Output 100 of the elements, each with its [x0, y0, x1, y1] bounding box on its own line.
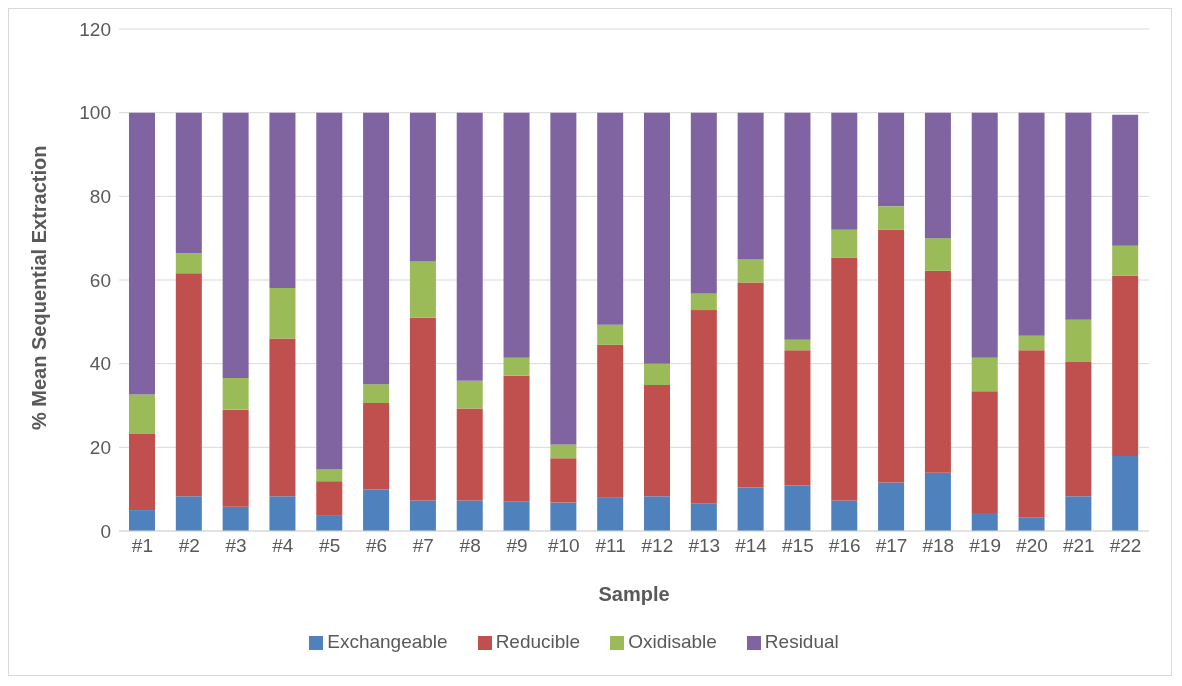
bar — [644, 363, 670, 385]
bar — [1065, 112, 1092, 320]
bar — [1112, 456, 1139, 531]
bar — [1112, 114, 1139, 246]
bar — [878, 206, 905, 230]
bar — [690, 293, 717, 311]
bar — [690, 310, 717, 504]
bar — [597, 497, 624, 531]
y-tick-label: 40 — [89, 353, 111, 375]
x-tick-label: #13 — [688, 535, 721, 557]
bar — [1018, 112, 1045, 336]
bar — [1018, 350, 1045, 518]
bar — [222, 506, 249, 531]
y-tick-label: 60 — [89, 269, 111, 291]
bar — [737, 112, 764, 260]
bar — [456, 112, 483, 381]
bar — [737, 259, 764, 283]
bar — [690, 112, 717, 294]
bar — [269, 287, 296, 339]
bar — [831, 229, 858, 258]
bar — [924, 270, 951, 473]
bar — [1018, 517, 1045, 531]
bar — [550, 444, 577, 459]
legend-label: Oxidisable — [628, 631, 717, 652]
bar — [222, 112, 249, 378]
bar — [269, 496, 296, 531]
bar — [503, 501, 530, 531]
bar — [456, 408, 483, 501]
bar — [878, 112, 905, 207]
bar — [456, 380, 483, 409]
bar — [924, 238, 951, 271]
bar — [129, 510, 155, 531]
bar — [503, 375, 530, 502]
x-tick-label: #1 — [131, 535, 153, 557]
bar — [409, 500, 436, 531]
bar — [644, 112, 670, 364]
x-tick-label: #2 — [178, 535, 200, 557]
bar — [550, 502, 577, 531]
y-axis-title: % Mean Sequential Extraction — [28, 145, 51, 430]
x-tick-label: #15 — [782, 535, 814, 557]
x-tick-label: #16 — [828, 535, 861, 557]
x-tick-label: #17 — [875, 535, 908, 557]
bar — [316, 112, 343, 470]
bar — [175, 273, 202, 497]
x-tick-label: #19 — [969, 535, 1001, 557]
bar — [409, 112, 436, 262]
bar — [316, 469, 343, 482]
bar — [1112, 245, 1139, 276]
y-tick-label: 120 — [79, 18, 111, 40]
bar — [1018, 335, 1045, 351]
bar — [831, 257, 858, 501]
x-tick-label: #7 — [412, 535, 434, 557]
bar — [1065, 319, 1092, 362]
bar — [269, 338, 296, 497]
bar — [971, 357, 998, 392]
x-tick-label: #10 — [547, 535, 580, 557]
bar — [1112, 275, 1139, 457]
bar — [222, 409, 249, 507]
bar — [1065, 496, 1092, 531]
bar — [924, 472, 951, 531]
bar — [737, 487, 764, 531]
bar — [456, 500, 483, 531]
bar — [784, 350, 811, 486]
bar — [878, 482, 905, 531]
bar — [784, 339, 811, 351]
y-tick-label: 20 — [89, 437, 111, 459]
x-tick-label: #11 — [595, 535, 626, 557]
bar — [363, 402, 390, 490]
x-tick-label: #5 — [319, 535, 341, 557]
bar — [924, 112, 951, 239]
bar — [363, 112, 390, 385]
bar — [831, 500, 858, 531]
legend-label: Reducible — [495, 631, 581, 652]
x-tick-label: #9 — [506, 535, 528, 557]
bar — [129, 112, 155, 395]
bar — [175, 112, 202, 254]
bar — [316, 515, 343, 531]
bar — [971, 112, 998, 358]
y-tick-label: 80 — [89, 186, 111, 208]
bar — [971, 513, 998, 531]
bar — [784, 485, 811, 531]
bar — [363, 489, 390, 531]
bar — [503, 357, 530, 376]
bar — [550, 458, 577, 503]
bar — [409, 317, 436, 501]
bar — [363, 384, 390, 403]
bar — [222, 377, 249, 410]
bar — [878, 229, 905, 483]
bar — [597, 344, 624, 498]
bar — [737, 282, 764, 488]
bar — [644, 496, 670, 531]
bar — [503, 112, 530, 358]
x-tick-label: #20 — [1016, 535, 1048, 557]
bar — [1065, 361, 1092, 497]
bar — [644, 385, 670, 497]
bar — [971, 391, 998, 514]
x-tick-label: #8 — [459, 535, 481, 557]
x-tick-label: #6 — [365, 535, 388, 557]
bar — [269, 112, 296, 288]
y-tick-label: 0 — [100, 520, 111, 542]
